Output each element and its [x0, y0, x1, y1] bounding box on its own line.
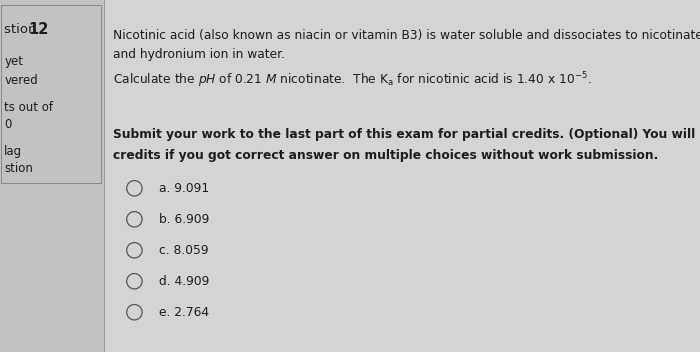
Text: e. 2.764: e. 2.764 [159, 306, 209, 319]
Text: 0: 0 [4, 119, 12, 131]
Text: vered: vered [4, 75, 38, 87]
Text: stion: stion [4, 24, 41, 36]
Text: Nicotinic acid (also known as niacin or vitamin B3) is water soluble and dissoci: Nicotinic acid (also known as niacin or … [113, 29, 700, 42]
Text: yet: yet [4, 55, 23, 68]
Text: a. 9.091: a. 9.091 [159, 182, 209, 195]
Text: d. 4.909: d. 4.909 [159, 275, 209, 288]
Text: credits if you got correct answer on multiple choices without work submission.: credits if you got correct answer on mul… [113, 149, 659, 162]
Text: Calculate the $\mathit{pH}$ of 0.21 $\mathit{M}$ nicotinate.  The K$_{\rm a}$ fo: Calculate the $\mathit{pH}$ of 0.21 $\ma… [113, 70, 592, 90]
Text: Submit your work to the last part of this exam for partial credits. (Optional) Y: Submit your work to the last part of thi… [113, 128, 700, 141]
Text: c. 8.059: c. 8.059 [159, 244, 209, 257]
Text: stion: stion [4, 163, 33, 175]
FancyBboxPatch shape [0, 0, 104, 352]
Text: b. 6.909: b. 6.909 [159, 213, 209, 226]
Text: 12: 12 [29, 23, 49, 37]
Text: ts out of: ts out of [4, 101, 53, 114]
Text: lag: lag [4, 145, 22, 158]
Text: and hydronium ion in water.: and hydronium ion in water. [113, 48, 286, 61]
